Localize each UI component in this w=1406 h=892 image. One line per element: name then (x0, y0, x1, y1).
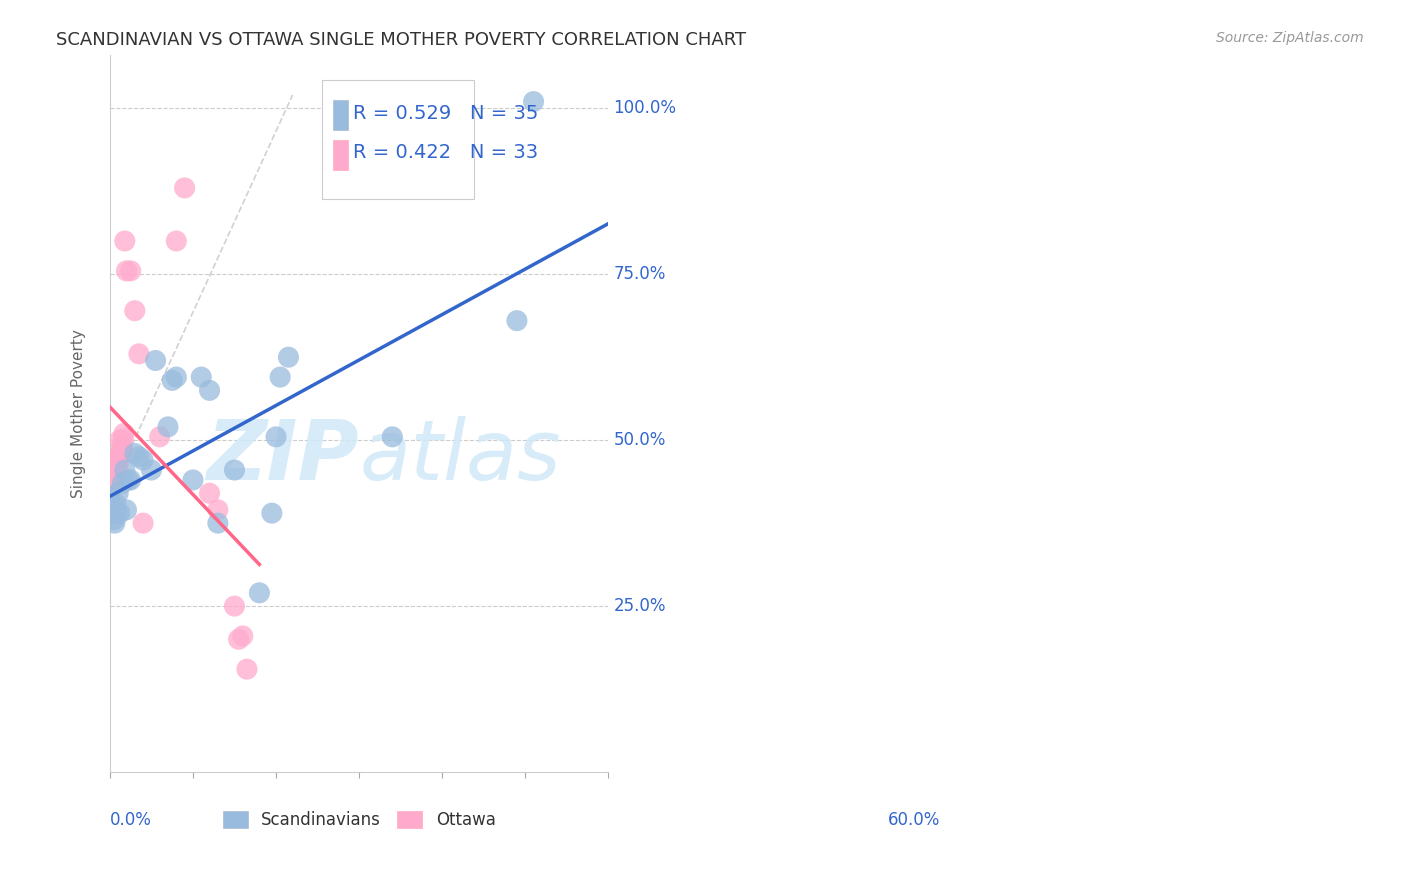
Text: 75.0%: 75.0% (613, 265, 665, 283)
Point (522, 95, 544, 109)
Text: R = 0.529   N = 35: R = 0.529 N = 35 (353, 103, 538, 123)
Point (145, 353, 167, 368)
Point (264, 430, 287, 444)
Legend: Scandinavians, Ottawa: Scandinavians, Ottawa (217, 804, 502, 836)
Point (111, 476, 134, 491)
Point (141, 463, 163, 477)
Y-axis label: Single Mother Poverty: Single Mother Poverty (72, 329, 86, 498)
Text: atlas: atlas (359, 416, 561, 497)
Text: 60.0%: 60.0% (889, 812, 941, 830)
Point (207, 516, 229, 530)
Point (260, 506, 283, 520)
FancyBboxPatch shape (322, 80, 474, 199)
Text: 25.0%: 25.0% (613, 597, 666, 615)
Text: 100.0%: 100.0% (613, 99, 676, 117)
Point (107, 450, 129, 464)
Point (198, 486, 221, 500)
Point (277, 350, 299, 364)
Point (115, 264, 138, 278)
Point (132, 453, 155, 467)
Point (108, 433, 131, 447)
Point (98, 490, 121, 504)
Point (207, 503, 229, 517)
Point (110, 441, 132, 455)
Point (103, 513, 125, 527)
Point (506, 313, 529, 327)
Point (132, 516, 155, 530)
Point (100, 467, 122, 482)
Point (104, 516, 127, 530)
Point (105, 453, 128, 467)
Point (108, 506, 131, 520)
Point (190, 370, 212, 384)
Point (107, 486, 129, 500)
Point (128, 450, 150, 464)
Point (111, 440, 134, 454)
Text: 0.0%: 0.0% (110, 812, 152, 830)
Point (224, 599, 246, 613)
Point (124, 303, 146, 318)
Point (165, 370, 187, 384)
Point (124, 446, 146, 460)
Point (101, 472, 124, 486)
Point (381, 430, 404, 444)
Point (224, 463, 246, 477)
Point (236, 662, 259, 676)
Point (232, 629, 254, 643)
Point (228, 632, 250, 647)
Point (120, 264, 142, 278)
Point (101, 467, 124, 481)
Point (100, 469, 122, 483)
Point (104, 469, 127, 483)
Point (117, 473, 139, 487)
Point (181, 473, 204, 487)
Point (104, 496, 127, 510)
Point (114, 234, 136, 248)
Bar (333, 140, 347, 169)
Point (115, 503, 138, 517)
Point (149, 430, 172, 444)
Point (247, 586, 270, 600)
Point (128, 347, 150, 361)
Text: Source: ZipAtlas.com: Source: ZipAtlas.com (1216, 31, 1364, 45)
Point (173, 181, 195, 195)
Point (108, 454, 131, 468)
Point (112, 432, 135, 446)
Point (156, 420, 179, 434)
Point (100, 500, 122, 514)
Text: ZIP: ZIP (207, 416, 359, 497)
Point (120, 473, 142, 487)
Point (104, 458, 127, 473)
Point (98, 463, 121, 477)
Point (101, 506, 124, 520)
Point (114, 463, 136, 477)
Text: R = 0.422   N = 33: R = 0.422 N = 33 (353, 143, 537, 162)
Point (269, 370, 291, 384)
Point (105, 506, 128, 520)
Point (198, 384, 221, 398)
Text: SCANDINAVIAN VS OTTAWA SINGLE MOTHER POVERTY CORRELATION CHART: SCANDINAVIAN VS OTTAWA SINGLE MOTHER POV… (56, 31, 747, 49)
Point (110, 446, 132, 460)
Bar (333, 100, 347, 130)
Point (105, 459, 128, 474)
Point (160, 373, 183, 387)
Point (112, 426, 135, 441)
Text: 50.0%: 50.0% (613, 431, 665, 450)
Point (165, 234, 187, 248)
Point (103, 463, 125, 477)
